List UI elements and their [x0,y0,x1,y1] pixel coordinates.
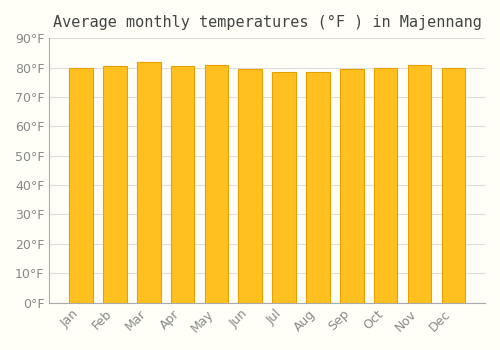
Bar [408,65,432,303]
Bar [103,66,126,303]
Bar [137,62,160,303]
Bar [272,72,296,303]
Bar [238,69,262,303]
Bar [340,69,363,303]
Bar [374,68,398,303]
Bar [170,66,194,303]
Bar [69,68,93,303]
Bar [306,72,330,303]
Bar [204,65,229,303]
Bar [442,68,465,303]
Title: Average monthly temperatures (°F ) in Majennang: Average monthly temperatures (°F ) in Ma… [52,15,482,30]
